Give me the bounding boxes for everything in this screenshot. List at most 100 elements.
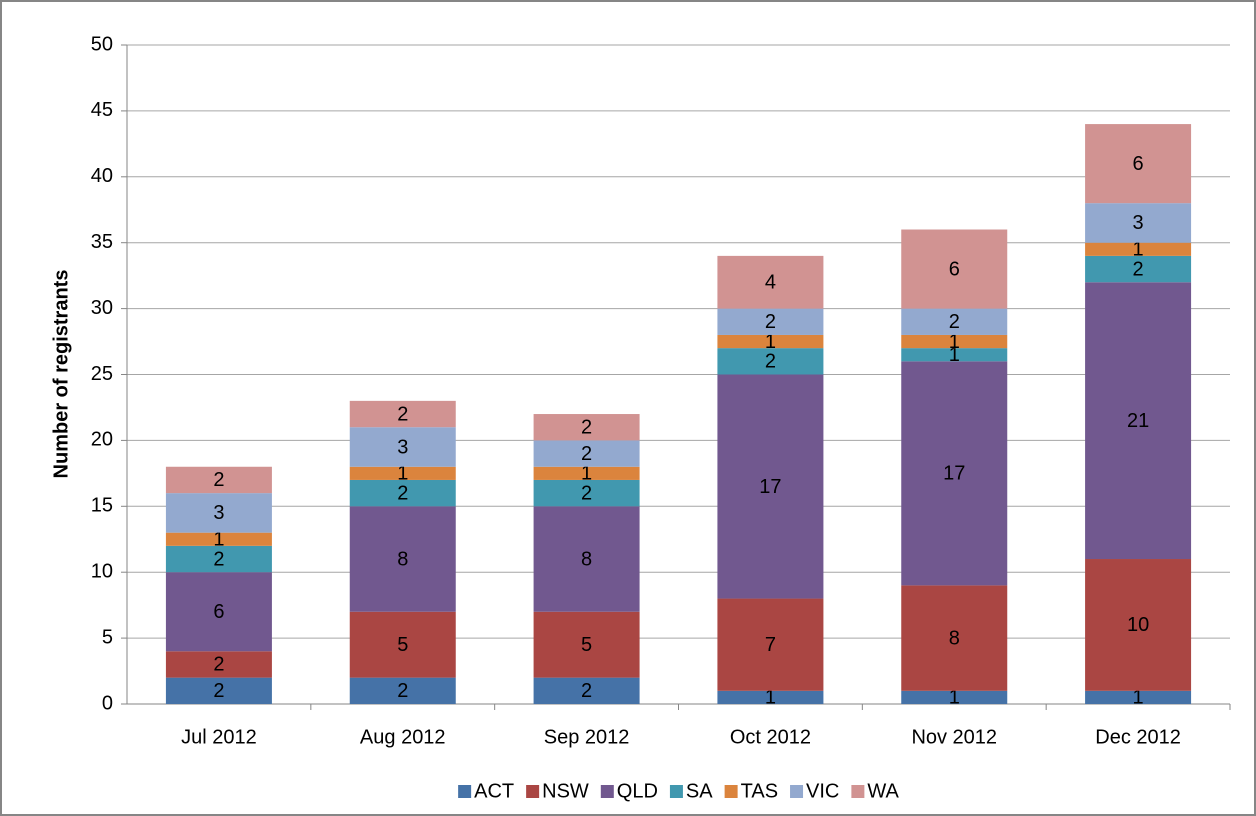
bar-segment (349, 479, 456, 507)
data-label: 5 (581, 634, 592, 656)
legend-swatch (458, 785, 472, 798)
y-tick-label: 45 (91, 99, 113, 121)
legend-swatch (724, 785, 738, 798)
legend-label: ACT (474, 780, 514, 802)
data-label: 6 (1133, 153, 1144, 175)
bar-segment (165, 545, 272, 573)
y-axis-title: Number of registrants (50, 270, 72, 479)
bar-segment (533, 466, 640, 480)
bar-segment (349, 611, 456, 678)
y-tick-label: 25 (91, 363, 113, 385)
bar-segment (717, 598, 824, 691)
bar-segment (901, 361, 1008, 586)
bar-segment (349, 400, 456, 428)
data-label: 8 (581, 548, 592, 570)
bar-segment (165, 677, 272, 704)
data-label: 6 (949, 258, 960, 280)
x-tick-label: Oct 2012 (730, 726, 811, 748)
legend: ACT NSW QLD SA TAS VIC WA (458, 780, 900, 802)
legend-label: TAS (741, 780, 778, 802)
data-label: 2 (397, 680, 408, 702)
y-tick-label: 40 (91, 165, 113, 187)
bar-segment (717, 334, 824, 349)
x-tick-label: Dec 2012 (1095, 726, 1181, 748)
bar-segment (165, 651, 272, 678)
bar-segment (901, 308, 1008, 335)
bar-segment (533, 506, 640, 612)
y-tick-label: 35 (91, 231, 113, 253)
legend-swatch (600, 785, 614, 798)
bar-segment (901, 348, 1008, 362)
data-label: 2 (765, 351, 776, 373)
y-tick-label: 15 (91, 495, 113, 517)
data-label: 3 (213, 502, 224, 524)
bar-segment (1085, 124, 1192, 204)
legend-label: VIC (806, 780, 839, 802)
bar-segment (533, 677, 640, 704)
bar-segment (165, 466, 272, 494)
legend-label: QLD (617, 780, 658, 802)
data-label: 4 (765, 272, 776, 294)
y-tick-label: 20 (91, 429, 113, 451)
bar-segment (165, 532, 272, 546)
bar-segment (717, 308, 824, 335)
bar-segment (165, 493, 272, 533)
bar-segment (1085, 242, 1192, 256)
data-label: 1 (949, 687, 960, 709)
data-label: 2 (581, 443, 592, 465)
bar-segment (1085, 559, 1192, 691)
legend-swatch (669, 785, 683, 798)
y-tick-label: 0 (102, 692, 113, 714)
x-tick-label: Jul 2012 (181, 726, 257, 748)
data-label: 1 (397, 463, 408, 485)
bar-segment (349, 677, 456, 704)
data-label: 2 (765, 311, 776, 333)
data-label: 1 (213, 529, 224, 551)
data-label: 5 (397, 634, 408, 656)
bar-segment (717, 690, 824, 704)
bar-segment (533, 414, 640, 441)
legend-label: WA (867, 780, 899, 802)
bar-segment (901, 229, 1008, 309)
data-label: 1 (765, 331, 776, 353)
data-label: 10 (1127, 614, 1149, 636)
data-label: 2 (949, 311, 960, 333)
data-label: 7 (765, 634, 776, 656)
bar-segment (533, 440, 640, 467)
data-label: 2 (213, 680, 224, 702)
data-label: 1 (949, 331, 960, 353)
y-tick-label: 50 (91, 33, 113, 55)
bar-segment (717, 374, 824, 599)
data-label: 1 (1133, 239, 1144, 261)
bar-segment (533, 479, 640, 507)
y-tick-label: 10 (91, 560, 113, 582)
data-label: 2 (213, 548, 224, 570)
data-label: 1 (949, 344, 960, 366)
bar-segment (349, 427, 456, 467)
bar-segment (1085, 255, 1192, 283)
data-label: 3 (397, 436, 408, 458)
data-label: 6 (213, 601, 224, 623)
bar-segment (901, 585, 1008, 691)
bar-segment (349, 506, 456, 612)
legend-label: NSW (542, 780, 589, 802)
bar-segment (349, 466, 456, 480)
data-label: 21 (1127, 410, 1149, 432)
bar-segment (717, 348, 824, 375)
bar-segment (533, 611, 640, 678)
data-label: 2 (581, 482, 592, 504)
data-label: 2 (581, 680, 592, 702)
bar-segment (901, 334, 1008, 349)
x-tick-label: Aug 2012 (360, 726, 446, 748)
bar-segment (717, 255, 824, 309)
data-label: 8 (949, 627, 960, 649)
data-label: 2 (397, 403, 408, 425)
legend-label: SA (686, 780, 713, 802)
data-label: 1 (1133, 687, 1144, 709)
x-tick-label: Sep 2012 (544, 726, 630, 748)
data-label: 2 (213, 469, 224, 491)
data-label: 1 (765, 687, 776, 709)
bar-segment (901, 690, 1008, 704)
data-label: 1 (581, 463, 592, 485)
